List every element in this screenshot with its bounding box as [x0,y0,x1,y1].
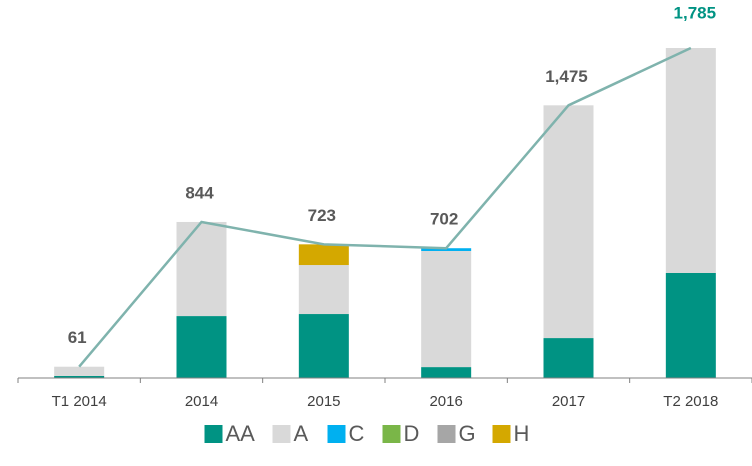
bar-segment [298,314,349,378]
bar-segment [543,105,594,339]
totals-line [78,46,692,368]
bar-segment [176,316,227,378]
legend-swatch [272,425,291,443]
legend-label: H [514,421,530,446]
total-label: 702 [430,210,458,229]
x-tick-label: 2014 [185,393,218,410]
x-tick-label: T2 2018 [663,393,718,410]
x-tick-label: T1 2014 [52,393,107,410]
x-tick-label: 2016 [429,393,462,410]
total-label: 1,475 [545,67,588,86]
bar-segment [421,250,472,368]
total-label: 723 [308,206,336,225]
bar-segment [421,367,472,378]
total-label: 1,785 [674,3,717,22]
bar-segment [298,244,349,266]
bar-segment [665,272,716,378]
legend-label: D [404,421,420,446]
bar-segment [421,248,472,251]
bar-segment [54,366,105,376]
x-tick-label: 2015 [307,393,340,410]
legend-label: C [349,421,365,446]
total-label: 61 [68,328,87,347]
bar-segment [298,265,349,315]
bar-segment [54,375,105,378]
bar-segment [665,48,716,273]
legend-label: AA [226,421,256,446]
legend-label: G [459,421,476,446]
total-label: 844 [185,183,214,202]
legend-swatch [492,425,511,443]
legend-swatch [382,425,401,443]
legend-swatch [327,425,346,443]
legend-swatch [437,425,456,443]
x-tick-label: 2017 [552,393,585,410]
legend-swatch [204,425,223,443]
bar-segment [543,338,594,378]
bar-segment [176,221,227,317]
legend-label: A [294,421,309,446]
